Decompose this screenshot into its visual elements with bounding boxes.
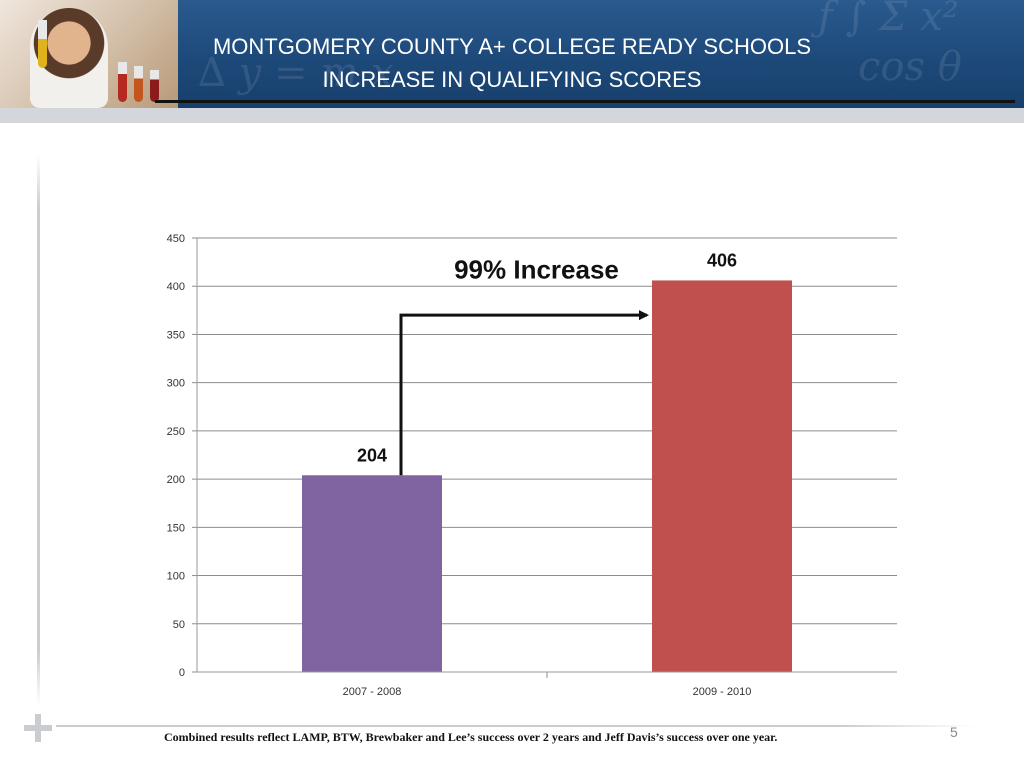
left-rule [37, 155, 40, 705]
header-banner: ƒ ∫ Σ x² cos θ ∆ y = m x [178, 0, 1024, 108]
y-tick-label: 300 [167, 378, 185, 390]
bars: 204 406 [302, 250, 792, 672]
page-number: 5 [950, 724, 958, 740]
footnote: Combined results reflect LAMP, BTW, Brew… [164, 730, 778, 744]
plus-icon [24, 714, 52, 742]
test-tube-icon [134, 66, 143, 102]
bottom-rule [56, 725, 976, 727]
y-tick-label: 450 [167, 233, 185, 245]
test-tube-icon [38, 20, 47, 68]
title-line-2: INCREASE IN QUALIFYING SCORES [322, 67, 702, 92]
test-tube-icon [150, 70, 159, 102]
slide-title: MONTGOMERY COUNTY A+ COLLEGE READY SCHOO… [178, 30, 846, 96]
title-line-1: MONTGOMERY COUNTY A+ COLLEGE READY SCHOO… [212, 34, 812, 59]
y-tick-label: 350 [167, 329, 185, 341]
y-tick-label: 400 [167, 281, 185, 293]
annotation-label: 99% Increase [454, 254, 619, 284]
y-tick-label: 50 [173, 619, 185, 631]
x-axis-labels: 2007 - 2008 2009 - 2010 [343, 672, 752, 698]
y-tick-label: 150 [167, 522, 185, 534]
bar [302, 475, 442, 672]
y-tick-label: 100 [167, 571, 185, 583]
x-tick-label: 2009 - 2010 [693, 686, 752, 698]
bar-value-label: 204 [357, 445, 387, 465]
chalk-scribble: ƒ ∫ Σ x² [818, 0, 959, 40]
x-tick-label: 2007 - 2008 [343, 686, 402, 698]
y-tick-label: 250 [167, 426, 185, 438]
chalk-scribble: cos θ [858, 44, 962, 90]
y-axis-ticks: 0 50 100 150 200 250 300 350 400 450 [167, 233, 197, 679]
test-tube-icon [118, 62, 127, 102]
header-photo [0, 0, 178, 108]
header-rule [155, 100, 1015, 103]
bar [652, 280, 792, 672]
chalk-scribble: ∆ y = m x [198, 50, 394, 96]
y-tick-label: 200 [167, 474, 185, 486]
bar-value-label: 406 [707, 250, 737, 270]
y-tick-label: 0 [179, 667, 185, 679]
increase-arrow [399, 310, 649, 476]
